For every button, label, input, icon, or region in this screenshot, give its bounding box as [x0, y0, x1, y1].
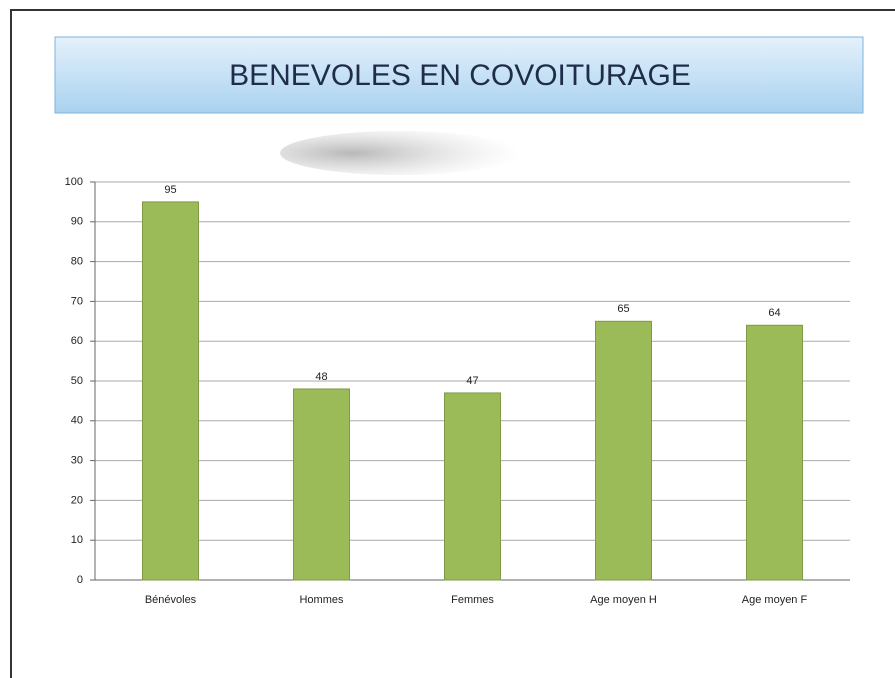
value-label: 47 — [466, 375, 478, 387]
y-tick-label: 70 — [71, 295, 83, 307]
x-tick-label: Femmes — [451, 594, 494, 606]
x-tick-label: Age moyen H — [590, 594, 657, 606]
y-tick-label: 0 — [77, 574, 83, 586]
bar — [595, 320, 652, 581]
plot: 0 10 20 30 40 50 60 70 80 90 100 Bénévoles 95 Hommes 4… — [65, 176, 850, 606]
bar — [444, 392, 501, 581]
bar — [142, 201, 199, 581]
value-label: 95 — [164, 184, 176, 196]
x-tick-label: Hommes — [299, 594, 344, 606]
y-tick-label: 20 — [71, 494, 83, 506]
y-tick-label: 10 — [71, 534, 83, 546]
y-tick-label: 80 — [71, 256, 83, 268]
bar — [746, 324, 803, 581]
y-tick-label: 40 — [71, 415, 83, 427]
smudge — [280, 131, 520, 175]
bar — [293, 388, 350, 581]
y-tick-label: 60 — [71, 335, 83, 347]
y-tick-label: 30 — [71, 455, 83, 467]
title-banner — [54, 36, 864, 114]
y-tick-label: 100 — [65, 176, 83, 188]
x-tick-label: Age moyen F — [742, 594, 808, 606]
value-label: 65 — [617, 303, 629, 315]
y-tick-label: 50 — [71, 375, 83, 387]
value-label: 48 — [315, 371, 327, 383]
y-tick-label: 90 — [71, 216, 83, 228]
value-label: 64 — [768, 307, 780, 319]
chart-title: BENEVOLES EN COVOITURAGE — [229, 59, 691, 92]
x-tick-label: Bénévoles — [145, 594, 197, 606]
